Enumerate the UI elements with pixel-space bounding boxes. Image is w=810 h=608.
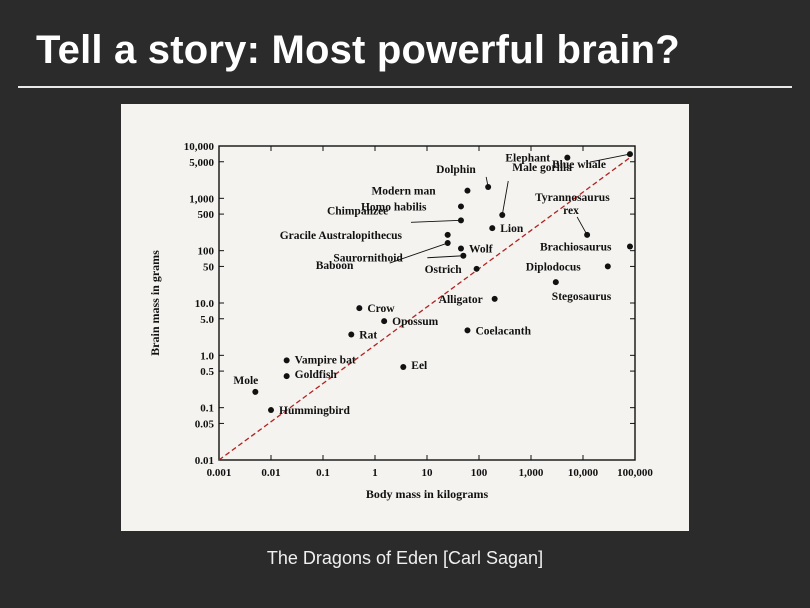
- label-crow: Crow: [367, 303, 395, 315]
- x-axis-title: Body mass in kilograms: [366, 487, 489, 501]
- labels-layer: Mole Hummingbird Goldfish Vampire bat Crow Ra…: [233, 153, 631, 417]
- point-elephant: [564, 154, 571, 161]
- y-tick-label: 0.05: [195, 418, 215, 430]
- figure-frame: 0.001 0.01 0.1 1 10 100 1,000 10,000 100,000 0.01…: [121, 104, 689, 531]
- point-brachiosaurus: [626, 243, 633, 250]
- label-chimpanzee: Chimpanzee: [327, 205, 388, 217]
- y-axis-title: Brain mass in grams: [148, 250, 162, 356]
- leader-dolphin: [485, 176, 489, 188]
- label-wolf: Wolf: [469, 244, 493, 256]
- y-tick-label: 500: [198, 209, 215, 221]
- figure-caption: The Dragons of Eden [Carl Sagan]: [266, 548, 544, 568]
- label-lion: Lion: [500, 223, 524, 235]
- point-mole: [252, 388, 259, 395]
- label-dolphin: Dolphin: [436, 164, 476, 176]
- trend-layer: [218, 157, 631, 461]
- y-tick-label: 10,000: [184, 141, 215, 153]
- x-tick-label: 0.1: [316, 467, 330, 479]
- leader-male-gorilla: [501, 180, 509, 216]
- slide-title: Tell a story: Most powerful brain?: [36, 28, 680, 72]
- point-eel: [400, 363, 407, 370]
- point-alligator: [491, 295, 498, 302]
- x-tick-label: 0.001: [207, 467, 232, 479]
- y-tick-label: 0.1: [200, 403, 214, 415]
- point-crow: [356, 305, 363, 312]
- point-opossum: [381, 318, 388, 325]
- label-opossum: Opossum: [392, 316, 438, 328]
- x-tick-label: 10: [422, 467, 434, 479]
- label-tyrannosaurus-rex: Tyrannosaurus rex: [535, 192, 610, 217]
- x-tick-label: 1,000: [519, 467, 544, 479]
- points-layer: [252, 151, 633, 414]
- reference-trend-line: [218, 157, 631, 461]
- label-male-gorilla: Male gorilla: [512, 162, 572, 174]
- label-coelacanth: Coelacanth: [475, 325, 531, 337]
- label-ostrich: Ostrich: [425, 264, 463, 276]
- point-rat: [348, 331, 355, 338]
- leader-baboon: [389, 242, 448, 264]
- y-tick-label: 100: [198, 246, 215, 258]
- label-stegosaurus: Stegosaurus: [552, 291, 612, 303]
- point-ostrich: [473, 265, 480, 272]
- leader-chimpanzee: [410, 219, 461, 223]
- label-baboon: Baboon: [316, 260, 354, 272]
- label-brachiosaurus: Brachiosaurus: [540, 242, 612, 254]
- point-diplodocus: [604, 263, 611, 270]
- label-elephant: Elephant: [505, 153, 550, 165]
- y-tick-label: 50: [203, 261, 215, 273]
- y-tick-label: 1,000: [189, 193, 214, 205]
- x-tick-label: 0.01: [261, 467, 280, 479]
- x-tick-label: 1: [372, 467, 378, 479]
- point-vampire-bat: [283, 357, 290, 364]
- label-alligator: Alligator: [439, 294, 483, 306]
- leader-tyrannosaurus-rex: [576, 216, 588, 236]
- label-goldfish: Goldfish: [295, 369, 338, 381]
- point-stegosaurus: [552, 279, 559, 286]
- label-vampire-bat: Vampire bat: [295, 354, 356, 366]
- label-gracile-australopithecus: Gracile Australopithecus: [280, 230, 403, 242]
- label-eel: Eel: [411, 360, 427, 372]
- label-hummingbird: Hummingbird: [279, 405, 351, 417]
- y-tick-label: 1.0: [200, 350, 214, 362]
- label-modern-man: Modern man: [371, 186, 436, 198]
- y-tick-label: 10.0: [195, 298, 215, 310]
- leader-blue-whale: [589, 153, 631, 163]
- point-hummingbird: [268, 407, 274, 414]
- point-modern-man: [464, 187, 471, 194]
- axes-layer: 0.001 0.01 0.1 1 10 100 1,000 10,000 100,0000.01…: [148, 141, 653, 501]
- y-tick-label: 0.5: [200, 366, 214, 378]
- point-saurornithoid: [460, 252, 467, 259]
- label-homo-habilis: Homo habilis: [361, 201, 427, 213]
- label-blue-whale: Blue whale: [552, 159, 606, 171]
- point-wolf: [457, 245, 464, 252]
- point-goldfish: [283, 373, 290, 380]
- label-rat: Rat: [359, 330, 377, 342]
- brain-body-mass-chart: 0.001 0.01 0.1 1 10 100 1,000 10,000 100,0000.01…: [148, 141, 653, 501]
- title-divider: [18, 86, 792, 88]
- x-tick-label: 10,000: [568, 467, 599, 479]
- leader-saurornithoid: [427, 255, 464, 259]
- label-saurornithoid: Saurornithoid: [333, 253, 403, 265]
- label-diplodocus: Diplodocus: [526, 261, 581, 273]
- point-homo-habilis: [457, 203, 464, 210]
- x-tick-label: 100: [471, 467, 488, 479]
- label-mole: Mole: [233, 375, 258, 387]
- y-tick-label: 0.01: [195, 455, 214, 467]
- x-tick-label: 100,000: [617, 467, 653, 479]
- point-lion: [489, 225, 496, 232]
- point-coelacanth: [464, 327, 471, 334]
- y-tick-label: 5.0: [200, 314, 214, 326]
- y-tick-label: 5,000: [189, 157, 214, 169]
